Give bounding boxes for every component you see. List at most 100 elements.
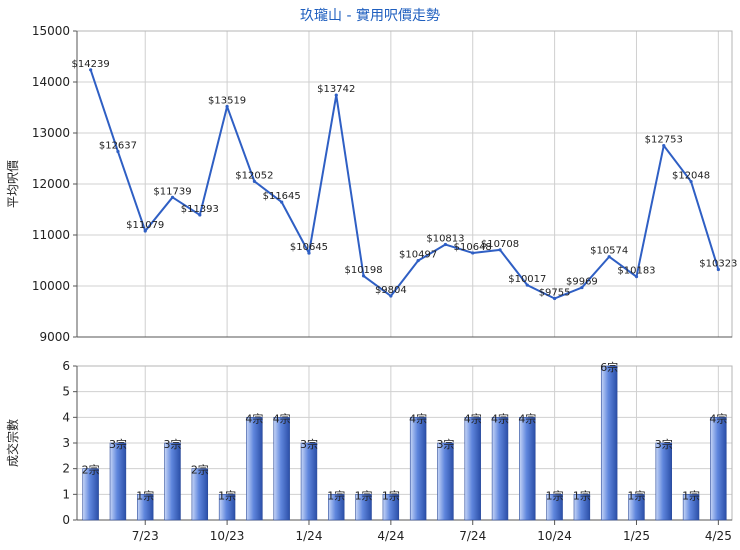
price-data-label: $10198	[344, 265, 382, 276]
price-point	[116, 149, 120, 154]
volume-bar	[573, 494, 591, 521]
price-point	[416, 259, 420, 263]
y-tick-label: 2	[62, 462, 70, 476]
volume-data-label: 4宗	[709, 411, 727, 425]
volume-bar	[710, 417, 727, 521]
price-point	[580, 285, 584, 290]
price-point	[280, 200, 284, 204]
x-tick-label: 1/25	[623, 529, 650, 543]
volume-data-label: 4宗	[245, 411, 263, 425]
y-tick-label: 12000	[32, 177, 70, 191]
volume-data-label: 1宗	[573, 488, 591, 502]
price-point	[716, 267, 720, 272]
y-tick-label: 6	[62, 359, 70, 373]
volume-chart: 0 1 2 3 4 5 6 成交宗數 2宗 3宗 1宗 3宗 2宗 1宗 4宗 4宗 3宗 1宗 1宗 1宗 4宗 3宗 4…	[5, 359, 733, 543]
price-point	[334, 93, 338, 97]
price-data-label: $12048	[672, 171, 710, 182]
price-data-label: $12637	[99, 141, 137, 152]
volume-bar	[409, 417, 427, 521]
volume-bar	[273, 417, 290, 521]
volume-data-label: 3宗	[655, 437, 673, 451]
volume-data-label: 1宗	[682, 488, 700, 502]
volume-bar	[328, 494, 345, 521]
y-tick-label: 3	[62, 436, 70, 450]
price-point	[225, 104, 229, 109]
price-data-label: $13742	[317, 84, 355, 95]
y-tick-label: 4	[62, 410, 70, 424]
y-tick-label: 5	[62, 385, 70, 399]
volume-data-label: 1宗	[382, 488, 400, 502]
volume-bar	[491, 417, 509, 521]
volume-data-label: 2宗	[191, 463, 209, 477]
volume-bar	[246, 417, 263, 521]
price-point	[198, 213, 202, 217]
volume-data-label: 1宗	[327, 488, 345, 502]
price-point	[553, 296, 557, 301]
price-line	[89, 69, 720, 300]
x-tick-label: 10/24	[537, 529, 572, 543]
price-data-label: $10648	[454, 242, 492, 253]
price-data-label: $11079	[126, 220, 164, 231]
y-tick-label: 10000	[32, 279, 70, 293]
price-chart: 9000 10000 11000 12000 13000 14000 15000 平均呎價 $1…	[6, 24, 737, 344]
price-data-label: $9804	[375, 285, 407, 296]
volume-data-label: 4宗	[273, 411, 291, 425]
x-tick-label: 10/23	[210, 529, 245, 543]
volume-data-label: 1宗	[546, 488, 564, 502]
price-data-label: $10574	[590, 246, 628, 257]
volume-data-label: 1宗	[627, 488, 645, 502]
volume-bar	[600, 365, 618, 521]
y-tick-label: 0	[62, 513, 70, 527]
price-data-label: $10645	[290, 242, 328, 253]
x-tick-label: 7/23	[132, 529, 159, 543]
volume-data-label: 3宗	[109, 437, 127, 451]
volume-bar	[437, 442, 454, 521]
x-tick-label: 7/24	[459, 529, 486, 543]
y-tick-label: 9000	[39, 330, 70, 344]
price-point	[443, 242, 448, 247]
price-data-label: $10017	[508, 274, 546, 285]
y-tick-label: 11000	[32, 228, 70, 242]
volume-bar	[82, 468, 99, 521]
y-tick-label: 13000	[32, 126, 70, 140]
volume-bar	[519, 417, 536, 521]
volume-data-label: 6宗	[600, 360, 618, 374]
price-point	[361, 274, 366, 278]
price-point	[307, 251, 311, 255]
price-data-label: $10813	[426, 234, 464, 245]
volume-bar	[164, 442, 181, 521]
volume-bar	[655, 442, 672, 521]
y-axis-label: 平均呎價	[6, 160, 20, 208]
price-data-label: $11739	[153, 186, 191, 197]
x-tick-label: 4/24	[377, 529, 404, 543]
volume-bar	[109, 442, 127, 521]
chart-title: 玖瓏山 - 實用呎價走勢	[300, 7, 440, 24]
volume-data-label: 2宗	[82, 463, 100, 477]
price-data-label: $12753	[645, 135, 683, 146]
price-data-label: $14239	[72, 59, 110, 70]
volume-data-label: 4宗	[464, 411, 482, 425]
y-tick-label: 15000	[32, 24, 70, 38]
volume-bar	[355, 494, 372, 521]
volume-data-label: 1宗	[355, 488, 373, 502]
price-point	[634, 275, 639, 279]
price-point	[662, 143, 666, 148]
volume-bar	[191, 468, 209, 521]
price-point	[607, 255, 611, 259]
price-point	[389, 294, 393, 298]
price-point	[498, 248, 502, 252]
price-point	[471, 251, 475, 255]
price-point	[89, 68, 93, 72]
volume-data-label: 4宗	[518, 411, 536, 425]
price-data-label: $13519	[208, 96, 246, 107]
price-data-label: $10497	[399, 250, 437, 261]
volume-data-label: 4宗	[409, 411, 427, 425]
volume-data-label: 3宗	[300, 437, 318, 451]
price-point	[525, 283, 529, 287]
volume-bar	[464, 417, 481, 521]
price-data-label: $10708	[481, 239, 519, 250]
price-data-label: $11393	[181, 204, 219, 215]
price-data-label: $9969	[566, 277, 598, 288]
volume-data-label: 1宗	[136, 488, 154, 502]
